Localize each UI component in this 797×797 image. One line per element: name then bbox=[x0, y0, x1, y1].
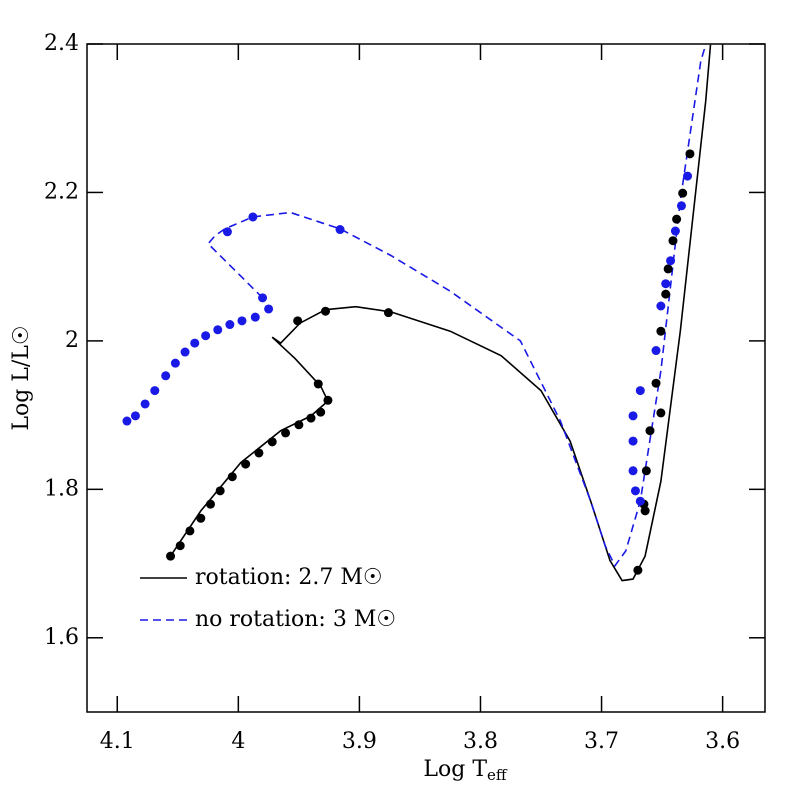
data-point bbox=[635, 496, 645, 506]
data-point bbox=[237, 316, 247, 326]
data-point bbox=[185, 526, 195, 536]
data-point bbox=[248, 212, 258, 222]
data-point bbox=[190, 338, 200, 348]
data-point bbox=[161, 371, 171, 381]
x-tick-label: 3.7 bbox=[584, 729, 619, 754]
data-point bbox=[316, 407, 326, 417]
legend-label: no rotation: 3 M☉ bbox=[195, 607, 396, 632]
data-point bbox=[676, 201, 686, 211]
x-tick-label: 4 bbox=[231, 729, 245, 754]
data-point bbox=[222, 227, 232, 237]
data-point bbox=[205, 499, 215, 509]
data-point bbox=[213, 325, 223, 335]
data-point bbox=[683, 171, 693, 181]
data-point bbox=[641, 466, 651, 476]
data-point bbox=[661, 279, 671, 289]
data-point bbox=[656, 326, 666, 336]
data-point bbox=[666, 256, 676, 266]
data-point bbox=[656, 408, 666, 418]
data-point bbox=[630, 486, 640, 496]
data-point bbox=[628, 411, 638, 421]
data-point bbox=[313, 379, 323, 389]
data-point bbox=[651, 346, 661, 356]
data-point bbox=[685, 149, 695, 159]
data-point bbox=[672, 214, 682, 224]
x-tick-label: 3.9 bbox=[342, 729, 377, 754]
x-tick-label: 4.1 bbox=[100, 729, 135, 754]
y-tick-label: 2.4 bbox=[44, 31, 79, 56]
data-point bbox=[640, 506, 650, 516]
y-tick-label: 2 bbox=[65, 328, 79, 353]
data-point bbox=[678, 188, 688, 198]
x-tick-label: 3.8 bbox=[463, 729, 498, 754]
data-point bbox=[166, 551, 176, 561]
data-point bbox=[321, 306, 331, 316]
data-point bbox=[196, 513, 206, 523]
data-point bbox=[628, 466, 638, 476]
data-point bbox=[150, 386, 160, 396]
data-point bbox=[241, 459, 251, 469]
data-point bbox=[656, 301, 666, 311]
data-point bbox=[201, 331, 211, 341]
legend-label: rotation: 2.7 M☉ bbox=[195, 565, 383, 590]
data-point bbox=[628, 436, 638, 446]
data-point bbox=[227, 472, 237, 482]
data-point bbox=[215, 486, 225, 496]
data-point bbox=[250, 312, 260, 322]
data-point bbox=[633, 565, 643, 575]
x-axis-label: Log Teff bbox=[423, 757, 507, 784]
x-tick-label: 3.6 bbox=[705, 729, 740, 754]
series-line bbox=[169, 44, 712, 582]
data-point bbox=[663, 264, 673, 274]
data-point bbox=[267, 437, 277, 447]
data-point bbox=[651, 378, 661, 388]
y-tick-label: 1.6 bbox=[44, 625, 79, 650]
data-point bbox=[258, 293, 268, 303]
data-point bbox=[225, 320, 235, 330]
data-point bbox=[661, 289, 671, 299]
data-point bbox=[383, 308, 393, 318]
data-point bbox=[140, 399, 150, 409]
data-point bbox=[254, 448, 264, 458]
data-point bbox=[175, 541, 185, 551]
data-point bbox=[130, 411, 140, 421]
data-point bbox=[323, 395, 333, 405]
data-point bbox=[264, 304, 274, 314]
series-line bbox=[207, 44, 707, 568]
data-point bbox=[668, 236, 678, 246]
data-point bbox=[122, 416, 132, 426]
y-axis-label: Log L/L☉ bbox=[9, 325, 34, 430]
data-point bbox=[281, 428, 291, 438]
data-point bbox=[670, 226, 680, 236]
data-point bbox=[180, 347, 190, 357]
plot-frame bbox=[86, 43, 766, 713]
y-tick-label: 2.2 bbox=[44, 179, 79, 204]
data-point bbox=[635, 386, 645, 396]
data-point bbox=[306, 413, 316, 423]
data-point bbox=[645, 426, 655, 436]
data-point bbox=[293, 316, 303, 326]
data-point bbox=[335, 225, 345, 235]
y-tick-label: 1.8 bbox=[44, 476, 79, 501]
data-point bbox=[170, 358, 180, 368]
data-point bbox=[294, 420, 304, 430]
